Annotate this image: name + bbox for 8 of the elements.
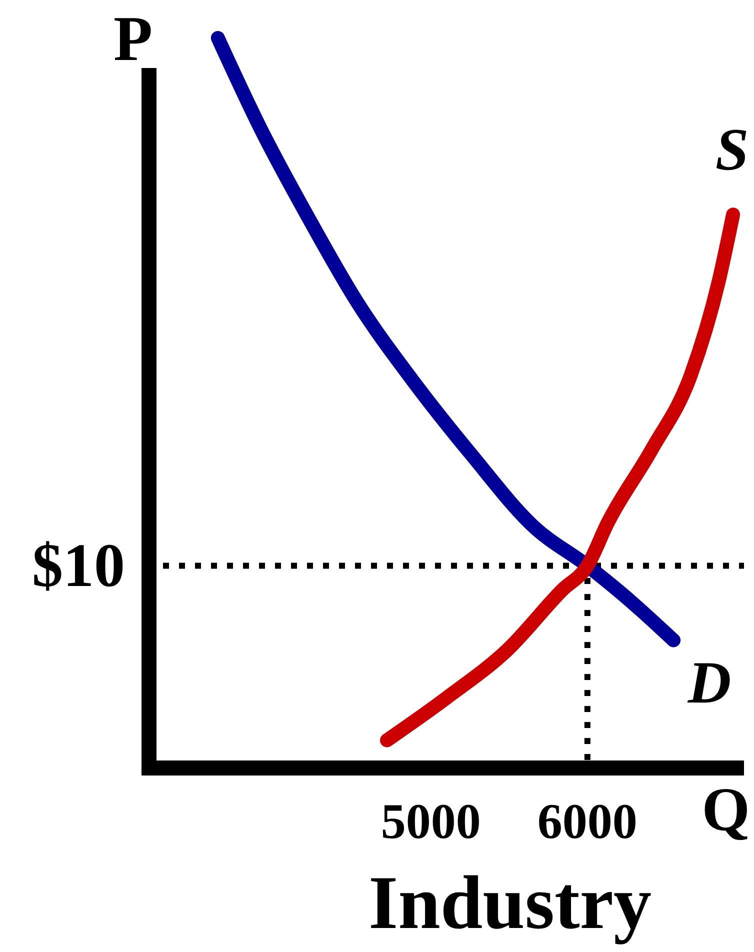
- series-label: S: [715, 116, 749, 183]
- x-axis-title: Q: [702, 776, 750, 844]
- x-tick-label: 5000: [380, 793, 481, 849]
- text: $10: [32, 532, 125, 600]
- y-axis-title: P: [113, 3, 153, 74]
- text: Industry: [368, 861, 652, 945]
- x-tick-label: 6000: [537, 793, 638, 849]
- series-label: D: [686, 649, 732, 716]
